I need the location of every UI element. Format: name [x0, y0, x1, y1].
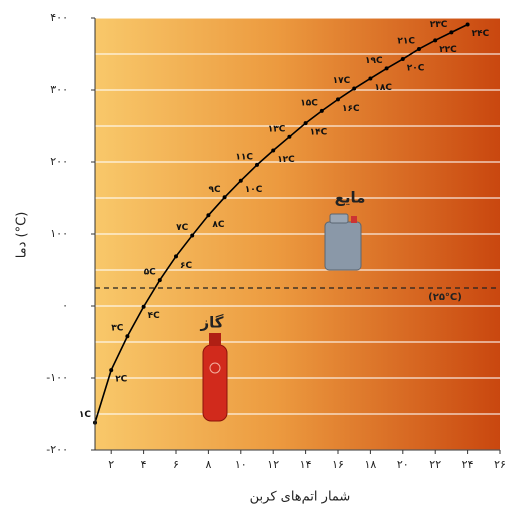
x-tick-label: ۱۰ [235, 458, 247, 471]
data-label: ۱C [79, 410, 91, 420]
y-tick-label: -۱۰۰ [46, 371, 68, 384]
data-label: ۵C [144, 268, 156, 278]
x-tick-label: ۲۲ [429, 458, 441, 471]
data-label: ۲۲C [439, 45, 457, 55]
data-label: ۱۴C [310, 128, 328, 138]
data-label: ۱۹C [365, 56, 383, 66]
data-label: ۱۵C [300, 98, 318, 108]
point [206, 213, 211, 218]
x-tick-label: ۱۲ [267, 458, 279, 471]
data-label: ۱۸C [374, 83, 392, 93]
point [449, 30, 454, 35]
point [109, 368, 114, 373]
x-tick-label: ۸ [205, 458, 211, 471]
data-label: ۱۱C [235, 152, 253, 162]
point [174, 254, 178, 259]
data-label: ۳C [111, 324, 123, 334]
x-axis-title: شمار اتم‌های کربن [250, 490, 351, 505]
data-label: ۲۰C [407, 64, 425, 74]
point [433, 38, 438, 43]
x-tick-label: ۱۶ [332, 458, 344, 471]
x-tick-label: ۶ [173, 458, 179, 471]
gas-icon [202, 333, 228, 422]
y-tick-label: -۲۰۰ [46, 443, 68, 456]
point [336, 97, 340, 102]
liquid-icon [324, 213, 362, 271]
line [94, 23, 468, 423]
data-label: ۷C [176, 223, 188, 233]
x-tick-label: ۲۶ [494, 458, 506, 471]
data-label: ۱۰C [245, 185, 263, 195]
y-tick-label: ۱۰۰ [50, 227, 68, 240]
point [141, 304, 146, 309]
data-label: ۱۷C [333, 76, 351, 86]
data-label: ۴C [148, 311, 160, 321]
data-label: ۸C [212, 220, 224, 230]
x-tick-label: ۱۸ [364, 458, 376, 471]
point [125, 334, 130, 339]
data-label: ۱۳C [268, 124, 286, 134]
point [384, 66, 389, 71]
y-tick-label: ۳۰۰ [50, 83, 68, 96]
data-label: ۹C [208, 185, 220, 195]
data-label: ۲۱C [397, 36, 415, 46]
point [238, 178, 243, 183]
data-label: ۶C [180, 261, 192, 271]
x-tick-label: ۲۰ [397, 458, 409, 471]
x-tick-label: ۴ [141, 458, 147, 471]
point [417, 46, 421, 51]
point [271, 148, 276, 153]
reference-label: (۲۵°C) [428, 292, 462, 303]
point [352, 86, 357, 91]
x-tick-label: ۱۴ [300, 458, 312, 471]
y-axis-title: دما (°C) [15, 212, 30, 259]
point [368, 76, 373, 81]
point [465, 22, 470, 27]
x-tick-label: ۲۴ [462, 458, 474, 471]
data-label: ۲۳C [430, 20, 448, 30]
data-label: ۱۲C [277, 155, 295, 165]
x-tick-label: ۲ [108, 458, 114, 471]
annotation: گاز [200, 314, 224, 332]
point [157, 278, 162, 283]
point [303, 121, 308, 126]
y-tick-label: ۴۰۰ [50, 11, 68, 24]
point [255, 162, 259, 167]
point [190, 233, 195, 238]
point [319, 108, 324, 113]
point [287, 134, 292, 139]
point [400, 57, 405, 62]
y-tick-label: ۰ [62, 299, 68, 312]
point [222, 195, 227, 200]
data-label: ۲۴C [472, 29, 490, 39]
data-label: ۲C [115, 375, 127, 385]
data-label: ۱۶C [342, 104, 360, 114]
annotation: مایع [335, 189, 366, 207]
y-tick-label: ۲۰۰ [50, 155, 68, 168]
